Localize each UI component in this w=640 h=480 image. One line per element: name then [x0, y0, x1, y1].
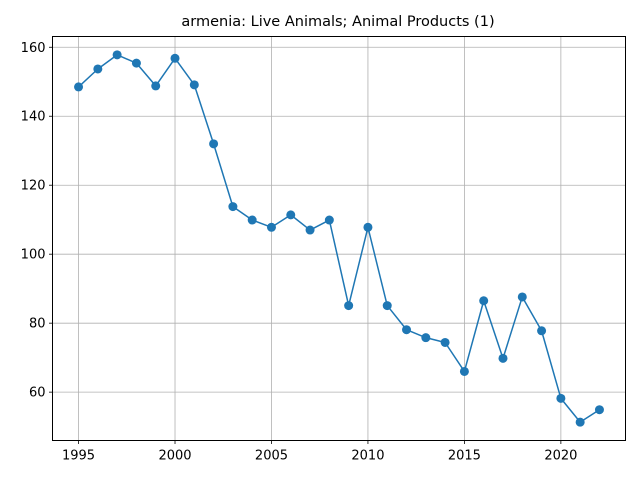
data-point	[266, 222, 276, 232]
data-point	[363, 222, 373, 232]
data-point	[498, 353, 508, 363]
data-point	[209, 139, 219, 149]
data-point	[189, 80, 199, 90]
data-point	[402, 325, 412, 335]
plot-area-frame	[52, 36, 626, 441]
data-point	[344, 301, 354, 311]
y-tick-label: 100	[21, 248, 46, 263]
x-tick-label: 2015	[448, 449, 481, 464]
data-point	[421, 333, 431, 343]
data-point	[305, 225, 315, 235]
grid	[52, 36, 626, 441]
y-tick-label: 60	[29, 386, 46, 401]
data-point	[93, 64, 103, 74]
chart-title: armenia: Live Animals; Animal Products (…	[181, 14, 494, 30]
x-tick-label: 2020	[544, 449, 577, 464]
data-point	[537, 326, 547, 336]
data-point	[382, 301, 392, 311]
data-point	[228, 202, 238, 212]
data-point	[286, 210, 296, 220]
y-tick-label: 160	[21, 41, 46, 56]
data-point	[594, 405, 604, 415]
data-point	[459, 366, 469, 376]
y-tick-label: 80	[29, 317, 46, 332]
data-point	[324, 215, 334, 225]
data-point	[517, 292, 527, 302]
data-point	[575, 417, 585, 427]
data-point	[170, 53, 180, 63]
axes: 1995 2000 2005 2010 2015 2020 60 80 100 120 140 160	[21, 41, 578, 464]
data-point	[247, 215, 257, 225]
x-tick-label: 2010	[351, 449, 384, 464]
data-point	[479, 296, 489, 306]
y-tick-label: 140	[21, 110, 46, 125]
data-point	[131, 58, 141, 68]
data-point	[151, 81, 161, 91]
y-tick-label: 120	[21, 179, 46, 194]
data-point	[556, 393, 566, 403]
x-tick-label: 1995	[62, 449, 95, 464]
series-layer	[74, 50, 604, 427]
data-point	[440, 337, 450, 347]
series-line	[78, 54, 600, 423]
x-tick-label: 2000	[158, 449, 191, 464]
data-point	[74, 82, 84, 92]
x-tick-label: 2005	[255, 449, 288, 464]
data-point	[112, 50, 122, 60]
